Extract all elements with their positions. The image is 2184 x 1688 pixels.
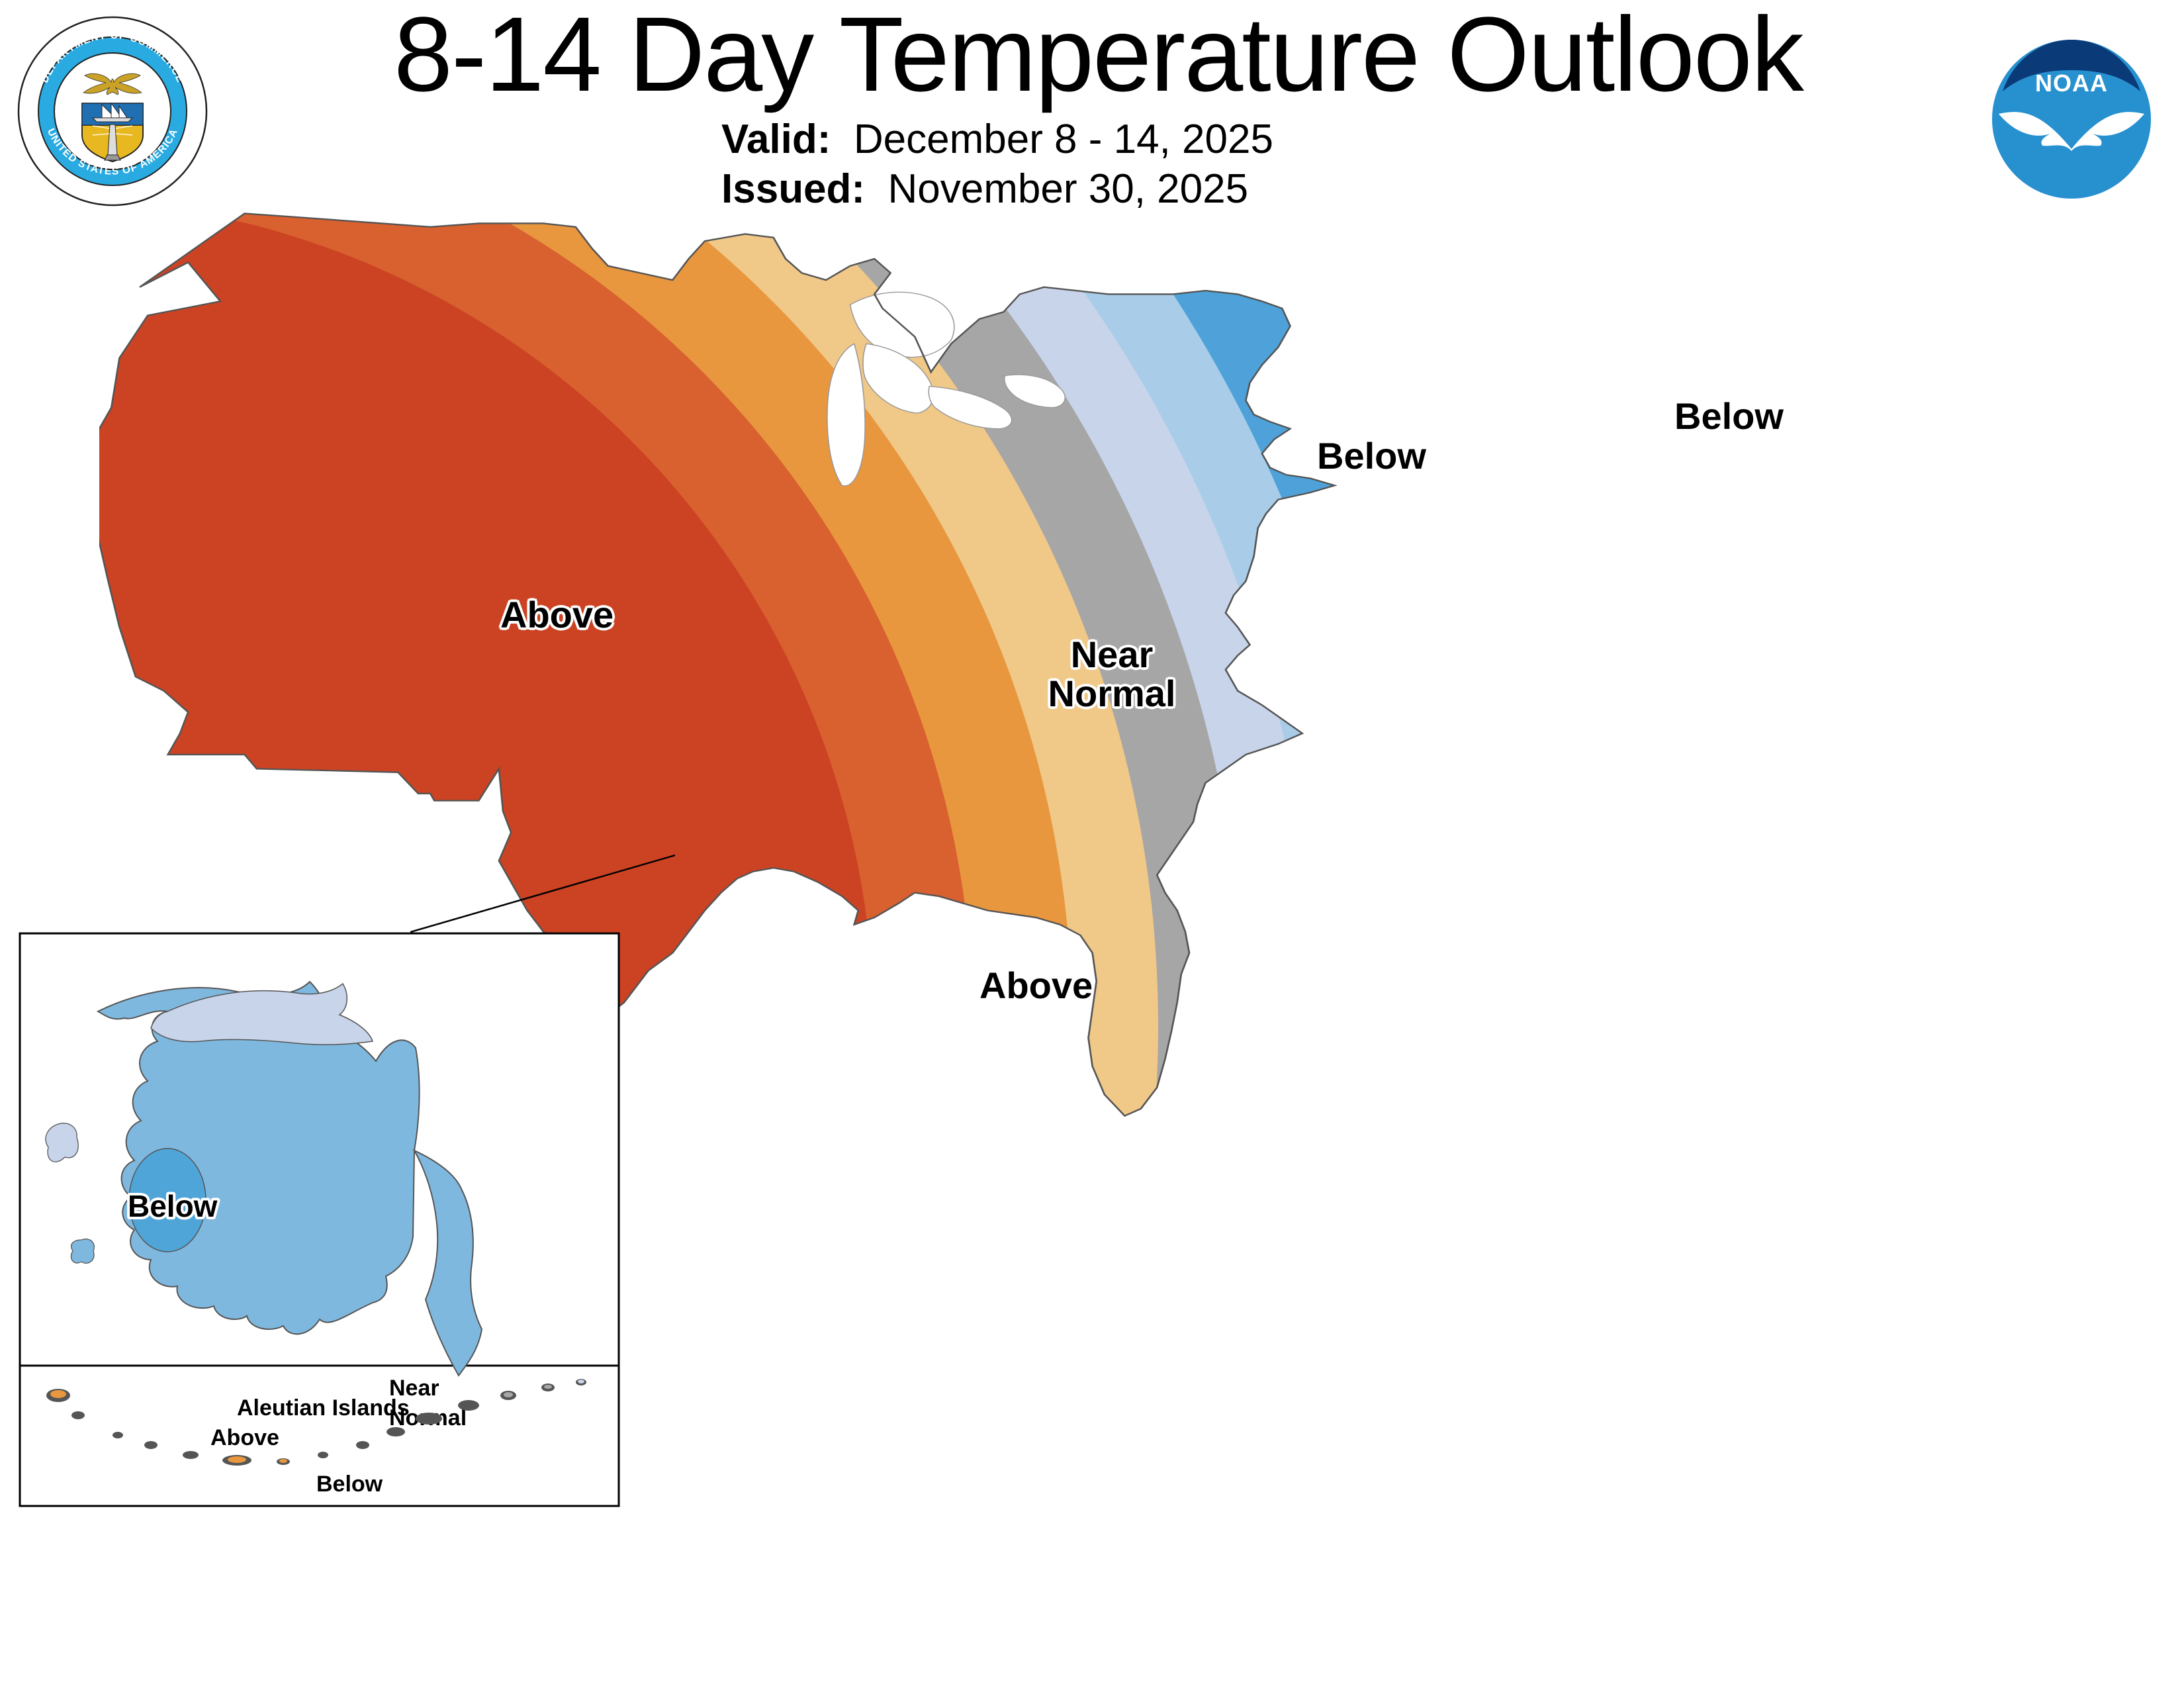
svg-text:NOAA: NOAA xyxy=(2035,70,2108,97)
svg-text:★: ★ xyxy=(162,105,171,116)
svg-text:★: ★ xyxy=(56,105,65,116)
svg-text:Aleutian Islands: Aleutian Islands xyxy=(237,1395,410,1421)
svg-text:Below: Below xyxy=(316,1472,383,1497)
svg-text:Near: Near xyxy=(389,1376,439,1401)
svg-text:Above: Above xyxy=(210,1425,279,1450)
svg-text:Below: Below xyxy=(128,1189,218,1223)
